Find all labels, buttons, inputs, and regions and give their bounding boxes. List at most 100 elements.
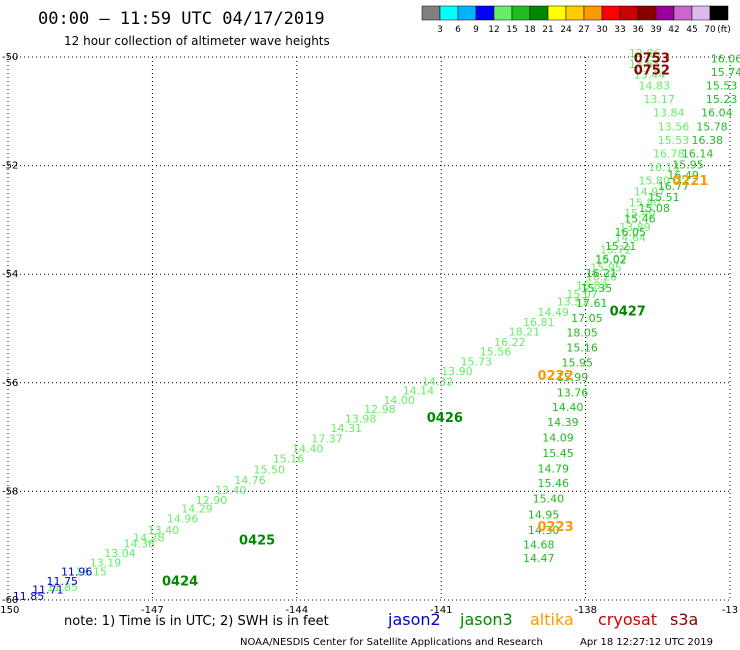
x-tick-label: -147 xyxy=(141,605,164,616)
swh-value-label: 16.26 xyxy=(586,271,618,284)
legend-swatch xyxy=(637,5,657,21)
y-tick-label: -58 xyxy=(2,486,18,497)
swh-value-label: 15.46 xyxy=(537,477,569,490)
swh-value-label: 15.99 xyxy=(557,371,589,384)
pass-time-label: 0426 xyxy=(427,411,463,426)
swh-value-label: 13.56 xyxy=(658,120,690,133)
pass-time-label: 0425 xyxy=(239,534,275,549)
legend-tick-label: 12 xyxy=(488,25,499,35)
swh-value-label: 13.19 xyxy=(90,556,122,569)
swh-value-label: 15.46 xyxy=(624,213,656,226)
legend-swatch xyxy=(511,5,531,21)
swh-value-label-jason2: 11.96 xyxy=(61,566,93,579)
swh-value-label: 15.07 xyxy=(566,288,598,301)
legend-swatch xyxy=(583,5,603,21)
legend-swatch xyxy=(457,5,477,21)
swh-value-label: 14.47 xyxy=(523,552,555,565)
swh-value-label: 16.04 xyxy=(701,107,733,120)
swh-value-label: 14.97 xyxy=(634,185,666,198)
swh-value-label: 15.80 xyxy=(639,175,671,188)
swh-value-label: 14.29 xyxy=(181,503,213,516)
swh-value-label: 15.16 xyxy=(566,341,598,354)
swh-value-label: 14.30 xyxy=(528,524,560,537)
legend-tick-label: 30 xyxy=(596,25,608,35)
legend-swatch xyxy=(475,5,495,21)
y-tick-label: -52 xyxy=(2,161,18,172)
legend-tick-label: 18 xyxy=(524,25,536,35)
swh-value-label: 15.53 xyxy=(658,134,690,147)
swh-value-label: 13.65 xyxy=(629,58,661,71)
legend-tick-label: 6 xyxy=(455,25,461,35)
swh-value-label: 11.85 xyxy=(47,581,79,594)
legend-tick-label: 45 xyxy=(686,25,697,35)
pass-time-label: 0752 xyxy=(634,63,670,78)
swh-value-label: 14.28 xyxy=(133,531,165,544)
swh-value-label: 16.77 xyxy=(658,180,690,193)
swh-value-label: 15.45 xyxy=(542,447,574,460)
satellite-jason2-label: jason2 xyxy=(387,610,441,629)
legend-swatch xyxy=(691,5,711,21)
swh-value-label: 13.17 xyxy=(643,93,675,106)
satellite-cryosat-label: cryosat xyxy=(598,610,657,629)
satellite-jason3-label: jason3 xyxy=(459,610,513,629)
legend-swatch xyxy=(673,5,693,21)
chart-subtitle: 12 hour collection of altimeter wave hei… xyxy=(64,34,330,48)
swh-value-label: 14.64 xyxy=(614,232,646,245)
swh-value-label: 14.36 xyxy=(124,537,155,550)
swh-value-label: 15.73 xyxy=(460,355,492,368)
swh-value-label: 14.83 xyxy=(639,80,671,93)
legend-tick-label: 70 xyxy=(704,25,716,35)
swh-value-label: 15.80 xyxy=(629,196,661,209)
legend-tick-label: 21 xyxy=(542,25,553,35)
color-scale-legend: 3 6 9 12 15 18 21 24 27 30 33 36 39 42 45 70 (ft) xyxy=(421,5,731,35)
x-tick-label: -150 xyxy=(0,605,19,616)
legend-swatch xyxy=(529,5,549,21)
pass-time-label: 0753 xyxy=(634,51,670,66)
swh-value-label: 15.50 xyxy=(253,463,284,476)
legend-swatch xyxy=(709,5,729,21)
y-tick-label: -54 xyxy=(2,269,18,280)
swh-value-label: 15.08 xyxy=(639,202,671,215)
pass-time-label: 0223 xyxy=(537,520,573,535)
swh-value-label: 13.98 xyxy=(345,412,377,425)
swh-value-label: 16.21 xyxy=(586,267,618,280)
swh-value-label-jason2: 11.75 xyxy=(47,575,79,588)
x-tick-label: -13 xyxy=(722,605,738,616)
swh-value-label: 14.31 xyxy=(330,422,362,435)
swh-value-label: 16.78 xyxy=(653,147,685,160)
swh-value-label: 17.37 xyxy=(311,433,343,446)
swh-value-label: 15.40 xyxy=(533,492,565,505)
swh-value-label: 13.44 xyxy=(634,69,666,82)
swh-value-label: 18.05 xyxy=(566,327,598,340)
swh-value-label: 15.40 xyxy=(624,207,656,220)
footer-note: note: 1) Time is in UTC; 2) SWH is in fe… xyxy=(64,614,329,629)
legend-tick-label: 3 xyxy=(437,25,443,35)
swh-value-label: 14.09 xyxy=(542,431,574,444)
legend-tick-label: 9 xyxy=(473,25,479,35)
swh-value-label: 15.16 xyxy=(273,453,305,466)
x-tick-label: -141 xyxy=(430,605,453,616)
swh-value-label: 13.15 xyxy=(75,566,107,579)
swh-value-label: 15.78 xyxy=(696,120,728,133)
swh-value-label: 12.86 xyxy=(629,47,661,60)
chart-title: 00:00 – 11:59 UTC 04/17/2019 xyxy=(38,9,325,29)
legend-tick-label: 24 xyxy=(560,25,572,35)
swh-value-label: 15.95 xyxy=(562,357,594,370)
swh-value-label: 16.06 xyxy=(711,52,740,65)
legend-swatch xyxy=(421,5,441,21)
swh-value-label: 13.51 xyxy=(557,296,589,309)
swh-value-label: 17.05 xyxy=(571,312,603,325)
swh-value-label: 13.76 xyxy=(557,386,589,399)
legend-tick-label: 42 xyxy=(668,25,679,35)
swh-value-label: 15.35 xyxy=(581,282,613,295)
plot-area: -150 -147 -144 -141 -138 -13 -50 -52 -54 -56 -58 -6… xyxy=(0,47,740,616)
legend-swatch xyxy=(655,5,675,21)
swh-value-label: 14.14 xyxy=(403,385,435,398)
legend-tick-label: 36 xyxy=(632,25,644,35)
swh-value-label: 13.04 xyxy=(104,547,135,560)
x-tick-label: -138 xyxy=(574,605,597,616)
swh-value-label: 14.32 xyxy=(422,376,454,389)
swh-value-label: 14.00 xyxy=(383,394,415,407)
swh-value-label: 17.61 xyxy=(576,297,608,310)
